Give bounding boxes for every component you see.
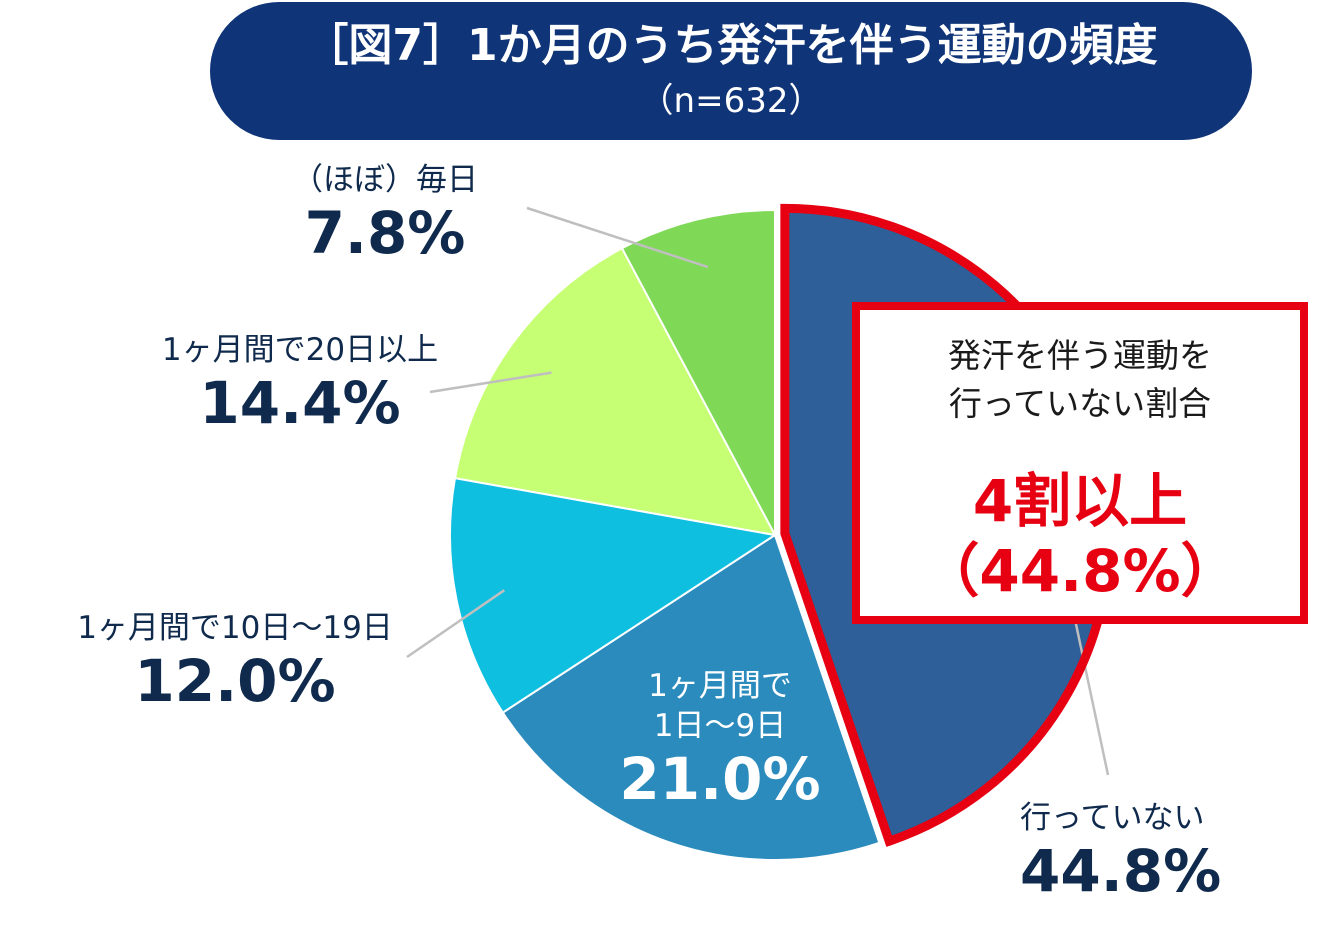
callout-highlight: 4割以上 （44.8%） <box>860 466 1300 606</box>
callout-box: 発汗を伴う運動を 行っていない割合 4割以上 （44.8%） <box>852 302 1308 624</box>
leader-10-19-days <box>406 589 506 659</box>
label-daily-value: 7.8% <box>304 199 466 267</box>
slice-10-19-days <box>449 476 778 714</box>
label-not-exercising-text: 行っていない <box>1020 800 1205 836</box>
label-1-9-days-value: 21.0% <box>619 745 821 813</box>
label-10-19-days-value: 12.0% <box>134 647 336 715</box>
leader-daily <box>526 206 709 269</box>
sample-size: （n=632） <box>639 81 823 121</box>
label-1-9-days-line1: 1ヶ月間で <box>648 668 792 704</box>
label-20-plus-days-value: 14.4% <box>199 369 401 437</box>
label-20-plus-days-text: 1ヶ月間で20日以上 <box>161 332 439 368</box>
label-not-exercising: 行っていない 44.8% <box>1020 798 1221 904</box>
label-daily-text: （ほぼ）毎日 <box>292 162 478 198</box>
callout-text: 発汗を伴う運動を 行っていない割合 <box>860 332 1300 428</box>
label-10-19-days-text: 1ヶ月間で10日～19日 <box>77 610 393 646</box>
label-not-exercising-value: 44.8% <box>1020 837 1222 905</box>
slice-20-plus-days <box>453 246 777 537</box>
leader-20-plus-days <box>429 371 552 394</box>
title-banner: ［図7］1か月のうち発汗を伴う運動の頻度 （n=632） <box>210 2 1252 140</box>
label-daily: （ほぼ）毎日 7.8% <box>270 160 500 266</box>
callout-line2: 行っていない割合 <box>948 384 1212 423</box>
label-1-9-days: 1ヶ月間で 1日～9日 21.0% <box>610 666 830 812</box>
slice-1-9-days <box>501 533 881 861</box>
chart-title: ［図7］1か月のうち発汗を伴う運動の頻度 <box>304 20 1158 71</box>
callout-big2: （44.8%） <box>921 537 1239 605</box>
label-20-plus-days: 1ヶ月間で20日以上 14.4% <box>110 330 490 436</box>
callout-line1: 発汗を伴う運動を <box>948 336 1212 375</box>
label-10-19-days: 1ヶ月間で10日～19日 12.0% <box>40 608 430 714</box>
slice-daily <box>620 208 776 536</box>
label-1-9-days-line2: 1日～9日 <box>653 708 787 744</box>
callout-big1: 4割以上 <box>972 467 1188 535</box>
